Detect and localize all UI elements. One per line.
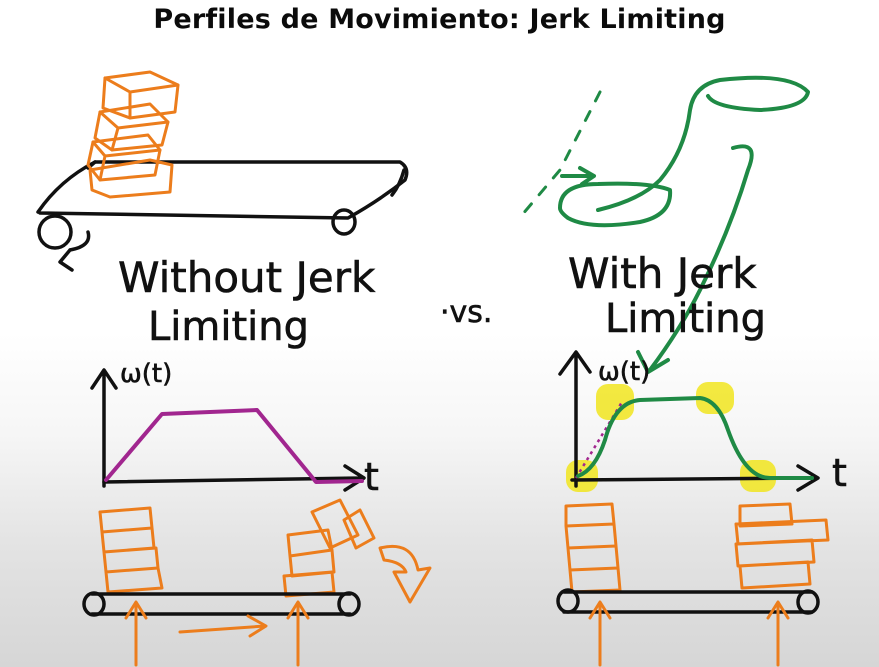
left-label: Without Jerk Limiting [118,253,377,351]
right-x-axis-label: t [832,451,847,495]
left-y-axis-label: ω(t) [120,359,172,389]
smooth-profile-line [576,396,814,480]
left-y-axis [90,368,118,488]
right-y-axis-label: ω(t) [598,357,650,387]
right-conveyor-bottom [556,502,830,667]
left-falling-boxes [86,70,180,199]
right-velocity-graph: ω(t) t [558,350,847,495]
left-conveyor-bottom [82,498,432,667]
left-label-line1: Without Jerk [118,253,376,302]
right-label-line1: With Jerk [568,249,757,298]
left-label-line2: Limiting [148,304,309,350]
left-velocity-graph: ω(t) t [90,359,379,499]
left-x-axis [102,464,366,492]
highlight-top-right-corner [696,382,734,414]
highlight-top-left-corner [596,384,634,420]
trapezoid-reference-dotted [574,401,624,479]
right-green-trajectory [520,75,810,374]
trapezoid-profile-line [104,408,364,484]
right-label-line2: Limiting [605,296,766,342]
right-label: With Jerk Limiting [568,249,767,343]
slide-title: Perfiles de Movimiento: Jerk Limiting [153,4,726,35]
right-y-axis [558,350,592,488]
vs-separator: ·vs. [440,295,492,330]
left-x-axis-label: t [364,455,379,499]
left-conveyor-top [36,160,409,272]
